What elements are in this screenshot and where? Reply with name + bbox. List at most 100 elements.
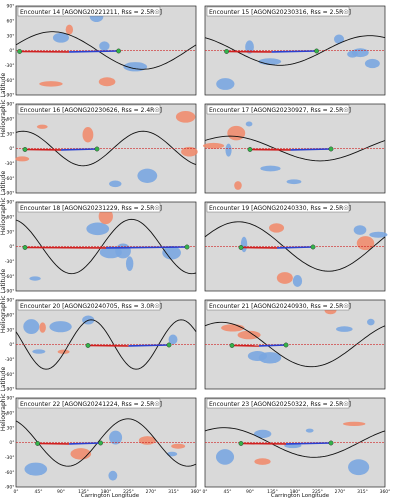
y-tick-label: -60° [5, 470, 15, 476]
positive-coronal-hole [227, 126, 245, 140]
encounter-panel: Encounter 15 [AGONG20230316, Rss = 2.5R☉… [205, 6, 385, 95]
negative-coronal-hole [137, 169, 157, 183]
panel-title: Encounter 17 [AGONG20230927, Rss = 2.5R☉… [209, 107, 351, 114]
negative-coronal-hole [241, 237, 247, 253]
y-tick-label: 0° [9, 244, 14, 250]
trajectory-outbound [69, 51, 119, 52]
negative-coronal-hole [354, 225, 367, 235]
positive-coronal-hole [39, 322, 46, 332]
spacecraft-marker [35, 441, 39, 445]
spacecraft-marker [224, 49, 228, 53]
negative-coronal-hole [348, 459, 369, 475]
negative-coronal-hole [23, 319, 39, 334]
positive-coronal-hole [39, 81, 62, 86]
x-tick-label: 0° [13, 489, 18, 495]
negative-coronal-hole [254, 430, 271, 438]
panel-title: Encounter 21 [AGONG20240930, Rss = 2.5R☉… [209, 303, 351, 310]
y-tick-label: 30° [7, 33, 15, 39]
trajectory-outbound [291, 149, 332, 150]
negative-coronal-hole [108, 471, 117, 481]
panel-title: Encounter 16 [AGONG20230626, Rss = 2.4R☉… [20, 107, 162, 114]
spacecraft-marker [116, 49, 120, 53]
spacecraft-marker [239, 245, 243, 249]
y-axis-title-left: Heliographic Latitude [0, 55, 10, 155]
encounter-panel: Encounter 19 [AGONG20240330, Rss = 2.5R☉… [205, 202, 387, 291]
y-tick-label: 90° [7, 4, 15, 10]
encounter-panel: Encounter 14 [AGONG20221211, Rss = 2.5R☉… [5, 4, 196, 99]
negative-coronal-hole [293, 275, 302, 287]
spacecraft-marker [17, 49, 21, 53]
y-tick-label: 0° [9, 48, 14, 54]
trajectory-outbound [277, 247, 313, 248]
encounter-panel: Encounter 18 [AGONG20231229, Rss = 2.5R☉… [5, 200, 196, 295]
positive-coronal-hole [203, 143, 224, 149]
y-axis-title-left: Heliographic Latitude [0, 153, 10, 253]
spacecraft-marker [95, 147, 99, 151]
positive-coronal-hole [15, 156, 29, 161]
negative-coronal-hole [306, 429, 314, 433]
spacecraft-marker [185, 245, 189, 249]
positive-coronal-hole [269, 223, 284, 232]
panel-title: Encounter 20 [AGONG20240705, Rss = 3.0R☉… [20, 303, 162, 310]
encounter-panel: Encounter 16 [AGONG20230626, Rss = 2.4R☉… [5, 102, 198, 197]
spacecraft-marker [311, 245, 315, 249]
negative-coronal-hole [259, 352, 282, 363]
positive-coronal-hole [171, 444, 185, 449]
negative-coronal-hole [25, 463, 48, 476]
y-tick-label: -30° [5, 455, 15, 461]
negative-coronal-hole [347, 51, 358, 58]
negative-coronal-hole [99, 41, 109, 50]
encounter-panel: Encounter 22 [AGONG20241224, Rss = 2.5R☉… [5, 396, 202, 495]
spacecraft-marker [329, 147, 333, 151]
negative-coronal-hole [216, 449, 234, 465]
negative-coronal-hole [216, 78, 234, 90]
spacecraft-marker [23, 147, 27, 151]
y-tick-label: 0° [9, 440, 14, 446]
y-tick-label: 0° [9, 342, 14, 348]
y-tick-label: 60° [7, 18, 15, 24]
positive-coronal-hole [37, 125, 48, 129]
negative-coronal-hole [260, 166, 280, 172]
negative-coronal-hole [109, 181, 121, 188]
trajectory-outbound [272, 51, 317, 52]
encounter-panel: Encounter 23 [AGONG20250322, Rss = 2.5R☉… [202, 398, 390, 495]
positive-coronal-hole [83, 127, 94, 142]
panel-title: Encounter 19 [AGONG20240330, Rss = 2.5R☉… [209, 205, 351, 212]
negative-coronal-hole [32, 349, 45, 353]
positive-coronal-hole [221, 324, 244, 331]
negative-coronal-hole [126, 256, 133, 271]
spacecraft-marker [248, 147, 252, 151]
negative-coronal-hole [49, 321, 71, 332]
spacecraft-marker [230, 343, 234, 347]
panel-title: Encounter 22 [AGONG20241224, Rss = 2.5R☉… [20, 401, 162, 408]
trajectory-outbound [61, 149, 97, 150]
spacecraft-marker [86, 343, 90, 347]
trajectory-outbound [259, 345, 286, 346]
positive-coronal-hole [66, 25, 73, 35]
trajectory-outbound [286, 443, 331, 444]
positive-coronal-hole [277, 272, 293, 284]
spacecraft-marker [167, 343, 171, 347]
negative-coronal-hole [287, 179, 302, 184]
negative-coronal-hole [246, 121, 253, 126]
positive-coronal-hole [176, 111, 195, 123]
encounter-panel: Encounter 21 [AGONG20240930, Rss = 2.5R☉… [205, 300, 385, 389]
positive-coronal-hole [254, 458, 270, 465]
positive-coronal-hole [234, 181, 242, 190]
trajectory-outbound [106, 247, 187, 248]
negative-coronal-hole [367, 319, 375, 326]
negative-coronal-hole [336, 326, 353, 332]
positive-coronal-hole [343, 422, 365, 426]
negative-coronal-hole [167, 452, 177, 457]
negative-coronal-hole [29, 276, 40, 280]
negative-coronal-hole [225, 144, 231, 157]
positive-coronal-hole [99, 77, 116, 86]
y-axis-title-left: Heliographic Latitude [0, 251, 10, 351]
spacecraft-marker [284, 343, 288, 347]
spacecraft-marker [314, 49, 318, 53]
spacecraft-marker [239, 441, 243, 445]
trajectory-outbound [129, 345, 170, 346]
panel-title: Encounter 15 [AGONG20230316, Rss = 2.5R☉… [209, 9, 351, 16]
negative-coronal-hole [334, 34, 344, 43]
